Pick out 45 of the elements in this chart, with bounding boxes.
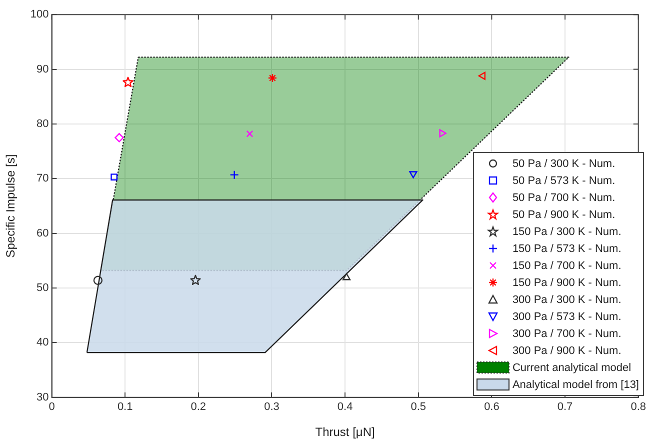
point	[122, 76, 134, 88]
y-tick-label: 100	[30, 8, 49, 21]
x-tick-label: 0.3	[264, 401, 280, 414]
point	[409, 171, 418, 178]
legend-label: 300 Pa / 300 K - Num.	[512, 294, 622, 306]
legend-label: 300 Pa / 573 K - Num.	[512, 310, 622, 322]
x-tick-label: 0.1	[117, 401, 133, 414]
point	[114, 133, 124, 142]
y-tick-label: 90	[36, 63, 49, 76]
y-tick-label: 40	[36, 336, 49, 349]
legend-label: 50 Pa / 573 K - Num.	[512, 174, 616, 186]
x-tick-label: 0.7	[557, 401, 573, 414]
point	[230, 170, 239, 180]
legend-label: 150 Pa / 900 K - Num.	[512, 276, 622, 288]
x-tick-label: 0.8	[630, 401, 646, 414]
legend-label: 50 Pa / 900 K - Num.	[512, 208, 616, 220]
legend-label: 150 Pa / 700 K - Num.	[512, 260, 622, 272]
legend-label: 300 Pa / 700 K - Num.	[512, 328, 622, 340]
y-tick-label: 50	[36, 282, 49, 294]
y-axis-title: Specific Impulse [s]	[4, 154, 18, 258]
x-tick-label: 0.5	[410, 401, 426, 414]
y-tick-label: 30	[36, 391, 49, 404]
point	[478, 72, 486, 80]
x-tick-label: 0.4	[337, 401, 353, 414]
x-tick-label: 0.2	[190, 401, 206, 414]
x-tick-label: 0	[48, 401, 55, 414]
legend-label: 150 Pa / 300 K - Num.	[512, 226, 622, 238]
legend-label: 150 Pa / 573 K - Num.	[512, 242, 622, 254]
y-tick-label: 70	[36, 172, 49, 185]
point	[342, 273, 351, 280]
point	[268, 73, 278, 83]
legend-label: Current analytical model	[512, 362, 632, 374]
point	[110, 174, 118, 180]
point	[190, 274, 201, 286]
x-axis-title: Thrust [μN]	[315, 425, 375, 440]
point	[439, 129, 446, 138]
legend-label: 50 Pa / 300 K - Num.	[512, 158, 616, 170]
legend-label: 50 Pa / 700 K - Num.	[512, 192, 616, 204]
x-tick-label: 0.6	[484, 401, 500, 414]
point	[246, 130, 254, 138]
point	[93, 276, 103, 285]
y-tick-label: 60	[36, 227, 49, 240]
legend-label: Analytical model from [13]	[512, 378, 639, 390]
y-tick-label: 80	[36, 118, 49, 130]
legend-label: 300 Pa / 900 K - Num.	[512, 344, 622, 356]
